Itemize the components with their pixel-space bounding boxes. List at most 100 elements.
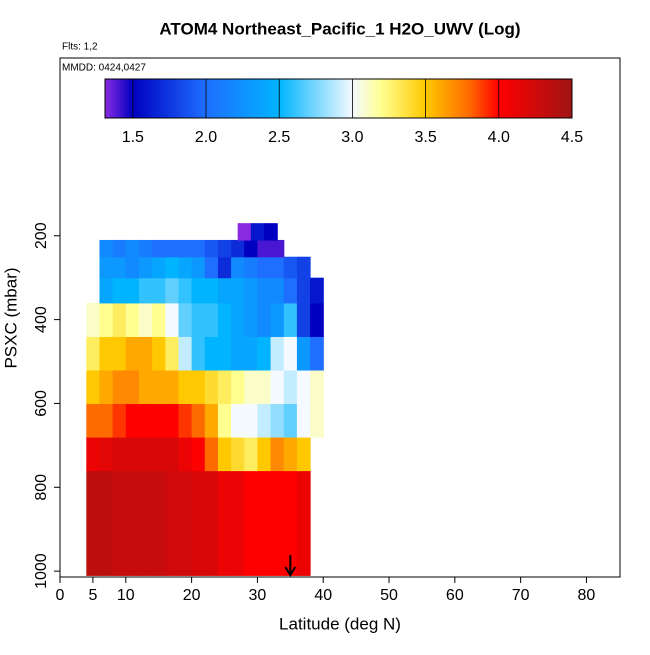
colorbar-tick-label: 3.5 bbox=[414, 129, 436, 146]
curtain-cell bbox=[244, 256, 259, 279]
curtain-cell bbox=[204, 256, 219, 279]
curtain-cell bbox=[86, 336, 101, 371]
plot-frame bbox=[59, 57, 621, 578]
curtain-cell bbox=[296, 302, 311, 337]
curtain-cell bbox=[283, 256, 298, 279]
curtain-cell bbox=[257, 470, 272, 576]
y-axis-title: PSXC (mbar) bbox=[1, 267, 20, 368]
curtain-cell bbox=[270, 277, 285, 304]
curtain-cell bbox=[310, 277, 324, 304]
curtain-cell bbox=[283, 403, 298, 438]
x-tick-label: 10 bbox=[117, 587, 135, 604]
curtain-cell bbox=[257, 239, 272, 258]
curtain-cell bbox=[99, 470, 114, 576]
colorbar-tick-label: 3.0 bbox=[341, 129, 363, 146]
curtain-cell bbox=[99, 277, 114, 304]
curtain-cell bbox=[257, 336, 272, 371]
curtain-cell bbox=[178, 436, 193, 472]
curtain-cell bbox=[165, 470, 180, 576]
curtain-cell bbox=[112, 369, 127, 405]
curtain-cell bbox=[217, 239, 232, 258]
curtain-cell bbox=[99, 369, 114, 405]
colorbar-tick-label: 2.0 bbox=[195, 129, 217, 146]
curtain-cell bbox=[231, 436, 245, 472]
curtain-cell bbox=[112, 436, 127, 472]
curtain-cell bbox=[138, 336, 153, 371]
curtain-cell bbox=[165, 277, 180, 304]
curtain-cell bbox=[178, 239, 193, 258]
curtain-cell bbox=[191, 336, 206, 371]
curtain-cell bbox=[152, 277, 166, 304]
x-tick-label: 5 bbox=[88, 587, 97, 604]
curtain-cell bbox=[204, 436, 219, 472]
x-tick-label: 0 bbox=[56, 587, 65, 604]
curtain-cell bbox=[217, 470, 232, 576]
curtain-cell bbox=[296, 403, 311, 438]
curtain-cell bbox=[191, 256, 206, 279]
curtain-cell bbox=[283, 336, 298, 371]
curtain-cell bbox=[112, 470, 127, 576]
curtain-cell bbox=[99, 403, 114, 438]
x-tick-label: 60 bbox=[446, 587, 464, 604]
x-tick-label: 20 bbox=[183, 587, 201, 604]
colorbar-tick-label: 4.5 bbox=[561, 129, 583, 146]
curtain-cell bbox=[165, 436, 180, 472]
curtain-cell bbox=[244, 470, 259, 576]
curtain-cell bbox=[244, 336, 259, 371]
curtain-cell bbox=[125, 256, 140, 279]
curtain-cell bbox=[257, 403, 272, 438]
y-tick-label: 1000 bbox=[33, 553, 50, 589]
y-tick-label: 600 bbox=[33, 390, 50, 417]
curtain-cell bbox=[296, 336, 311, 371]
curtain-cell bbox=[125, 302, 140, 337]
curtain-cell bbox=[125, 470, 140, 576]
curtain-cell bbox=[138, 403, 153, 438]
x-tick-label: 40 bbox=[314, 587, 332, 604]
colorbar bbox=[104, 78, 573, 119]
curtain-cell bbox=[178, 470, 193, 576]
curtain-cell bbox=[204, 369, 219, 405]
curtain-cell bbox=[99, 302, 114, 337]
curtain-cell bbox=[125, 369, 140, 405]
curtain-cell bbox=[257, 302, 272, 337]
curtain-cell bbox=[244, 403, 259, 438]
curtain-cell bbox=[125, 239, 140, 258]
lat-marker-head bbox=[284, 566, 297, 577]
curtain-cell bbox=[270, 256, 285, 279]
curtain-cell bbox=[178, 256, 193, 279]
curtain-cell bbox=[165, 403, 180, 438]
curtain-cell bbox=[283, 302, 298, 337]
curtain-cell bbox=[296, 256, 311, 279]
y-tick-label: 200 bbox=[33, 222, 50, 249]
curtain-cell bbox=[125, 403, 140, 438]
curtain-cell bbox=[178, 302, 193, 337]
curtain-cell bbox=[231, 256, 245, 279]
curtain-cell bbox=[191, 369, 206, 405]
curtain-cell bbox=[125, 277, 140, 304]
curtain-cell bbox=[138, 256, 153, 279]
curtain-cell bbox=[86, 436, 101, 472]
curtain-cell bbox=[231, 470, 245, 576]
curtain-cell bbox=[178, 369, 193, 405]
curtain-cell bbox=[138, 470, 153, 576]
curtain-cell bbox=[112, 302, 127, 337]
curtain-cell bbox=[204, 277, 219, 304]
curtain-cell bbox=[86, 403, 101, 438]
curtain-cell bbox=[152, 302, 166, 337]
curtain-cell bbox=[217, 403, 232, 438]
curtain-cell bbox=[204, 239, 219, 258]
curtain-cell bbox=[99, 256, 114, 279]
curtain-cell bbox=[86, 302, 101, 337]
curtain-cell bbox=[204, 336, 219, 371]
curtain-cell bbox=[86, 369, 101, 405]
curtain-cell bbox=[138, 369, 153, 405]
curtain-cell bbox=[231, 302, 245, 337]
curtain-cell bbox=[257, 436, 272, 472]
curtain-cell bbox=[125, 336, 140, 371]
curtain-cell bbox=[152, 336, 166, 371]
curtain-cell bbox=[244, 277, 259, 304]
curtain-cell bbox=[270, 302, 285, 337]
curtain-cell bbox=[178, 277, 193, 304]
curtain-cell bbox=[165, 239, 180, 258]
